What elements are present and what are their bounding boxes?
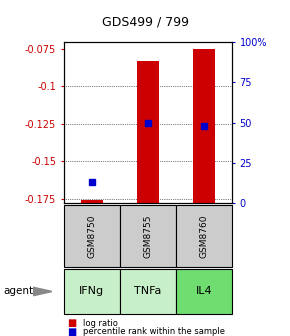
Bar <box>137 61 159 203</box>
Text: IFNg: IFNg <box>79 287 104 296</box>
Polygon shape <box>33 287 52 296</box>
Text: IL4: IL4 <box>196 287 212 296</box>
Text: percentile rank within the sample: percentile rank within the sample <box>83 328 225 336</box>
Text: GDS499 / 799: GDS499 / 799 <box>102 15 188 28</box>
Text: ■: ■ <box>67 318 76 328</box>
Text: GSM8750: GSM8750 <box>87 214 96 258</box>
Text: TNFa: TNFa <box>134 287 162 296</box>
Bar <box>193 49 215 203</box>
Bar <box>81 200 103 203</box>
Text: log ratio: log ratio <box>83 319 117 328</box>
Text: GSM8760: GSM8760 <box>200 214 209 258</box>
Text: agent: agent <box>3 287 33 296</box>
Text: ■: ■ <box>67 327 76 336</box>
Text: GSM8755: GSM8755 <box>143 214 153 258</box>
